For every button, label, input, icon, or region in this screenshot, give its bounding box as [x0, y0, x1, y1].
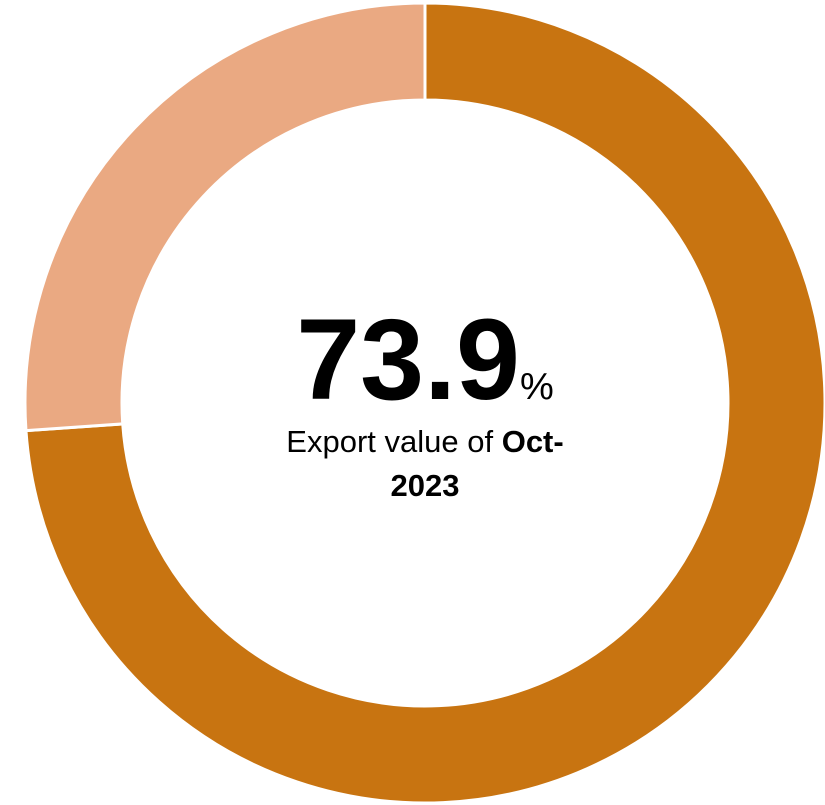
- center-value-line: 73.9%: [245, 300, 605, 420]
- caption-text: Export value of: [286, 424, 494, 459]
- center-label: 73.9% Export value of Oct-2023: [245, 300, 605, 508]
- center-unit: %: [520, 366, 554, 408]
- donut-segment: [23, 1, 427, 433]
- donut-segment: [24, 1, 825, 805]
- center-value: 73.9: [296, 296, 521, 424]
- caption-period: Oct-2023: [390, 424, 564, 503]
- center-caption: Export value of Oct-2023: [255, 420, 595, 508]
